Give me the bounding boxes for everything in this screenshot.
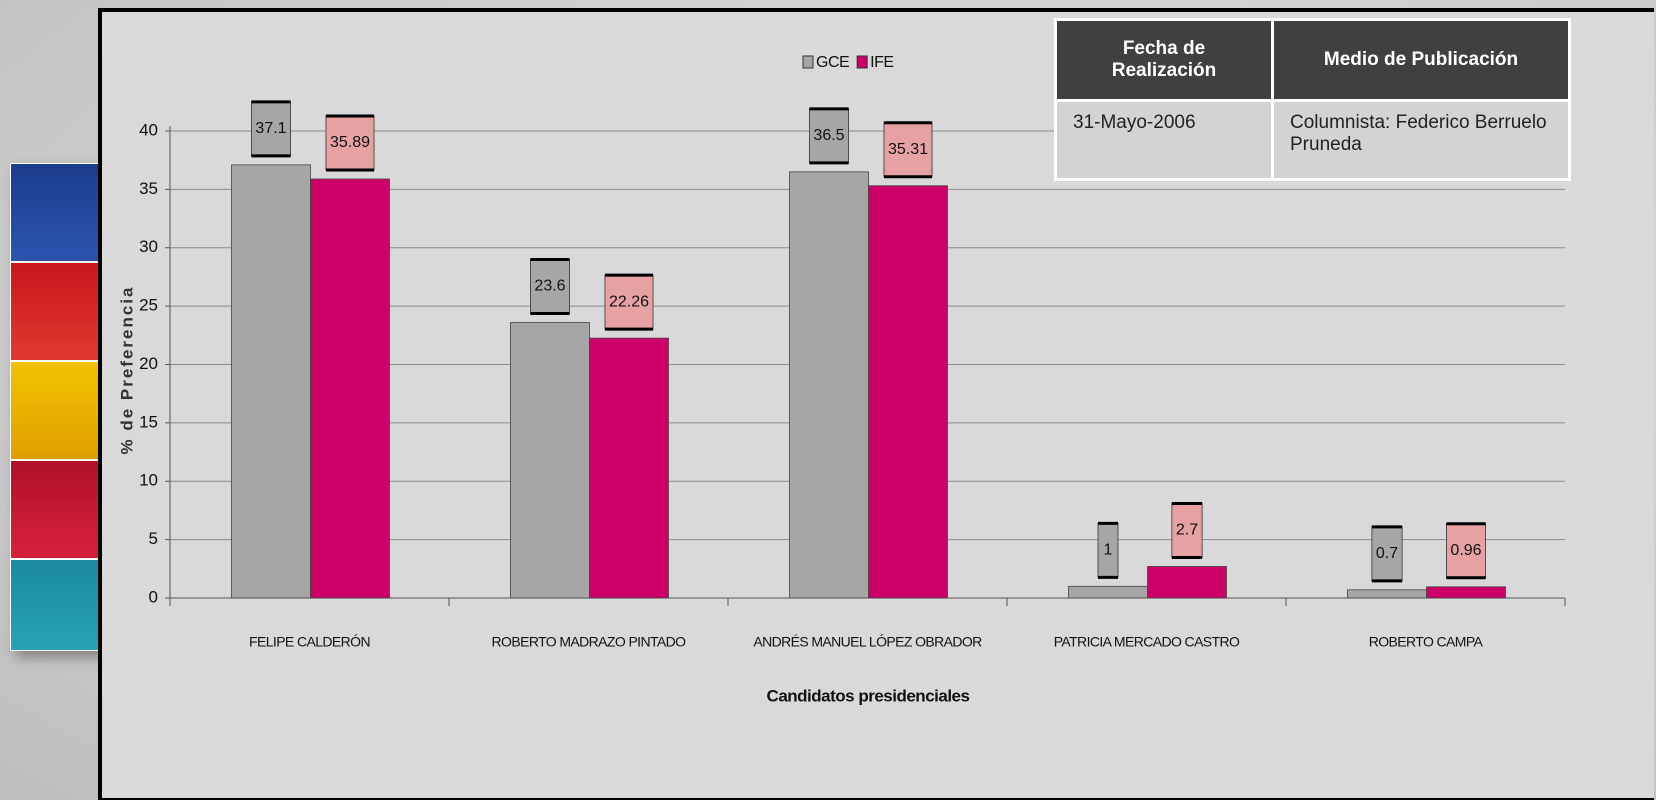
bar: [789, 171, 869, 599]
value-label: 0.7: [1376, 545, 1398, 562]
y-axis-title: % de Preferencia: [117, 285, 136, 454]
value-label: 2.7: [1176, 522, 1198, 539]
value-label-box: [1371, 526, 1403, 582]
candidate-photo: [10, 262, 112, 361]
value-label-box: [530, 259, 570, 314]
bar: [310, 178, 390, 599]
value-label-box: [251, 101, 291, 157]
legend-swatch: [802, 55, 814, 69]
value-label-box: [809, 108, 849, 164]
bar: [510, 322, 590, 599]
value-label: 36.5: [813, 127, 844, 144]
bar: [231, 164, 311, 599]
x-tick-label: FELIPE CALDERÓN: [249, 634, 370, 650]
y-tick-label: 10: [139, 471, 158, 490]
x-tick-label: ROBERTO CAMPA: [1369, 634, 1484, 650]
candidate-photo: [10, 559, 112, 651]
table-header: Fecha de Realización: [1054, 18, 1274, 102]
y-tick-label: 0: [149, 587, 158, 606]
info-table: Fecha de Realización Medio de Publicació…: [1054, 18, 1571, 181]
x-tick-label: ROBERTO MADRAZO PINTADO: [492, 634, 687, 650]
bar: [1426, 586, 1506, 599]
candidate-photo: [10, 361, 112, 460]
y-tick-label: 40: [139, 120, 158, 139]
table-cell: 31-Mayo-2006: [1054, 99, 1274, 181]
legend-label: IFE: [870, 54, 893, 71]
y-tick-label: 20: [139, 354, 158, 373]
table-header: Medio de Publicación: [1271, 18, 1571, 102]
bar: [1347, 589, 1427, 599]
value-label-box: [325, 115, 375, 171]
candidate-photo: [10, 163, 112, 262]
value-label-box: [604, 274, 654, 330]
value-label: 1: [1104, 542, 1113, 559]
y-tick-label: 15: [139, 412, 158, 431]
x-tick-label: ANDRÉS MANUEL LÓPEZ OBRADOR: [753, 634, 982, 650]
value-label: 37.1: [255, 120, 286, 137]
value-label: 35.31: [888, 141, 928, 158]
bar: [868, 185, 948, 599]
y-tick-label: 25: [139, 296, 158, 315]
y-tick-label: 5: [149, 529, 158, 548]
legend-label: GCE: [816, 54, 849, 71]
table-cell: Columnista: Federico Berruelo Pruneda: [1271, 99, 1571, 181]
x-tick-label: PATRICIA MERCADO CASTRO: [1054, 634, 1240, 650]
bar: [1068, 585, 1148, 599]
bar: [589, 337, 669, 599]
y-tick-label: 35: [139, 179, 158, 198]
x-axis-title: Candidatos presidenciales: [767, 686, 970, 705]
value-label: 0.96: [1450, 542, 1481, 559]
value-label: 35.89: [330, 134, 370, 151]
value-label: 23.6: [534, 278, 565, 295]
y-tick-label: 30: [139, 237, 158, 256]
legend-swatch: [856, 55, 868, 69]
value-label: 22.26: [609, 293, 649, 310]
bar: [1147, 566, 1227, 599]
